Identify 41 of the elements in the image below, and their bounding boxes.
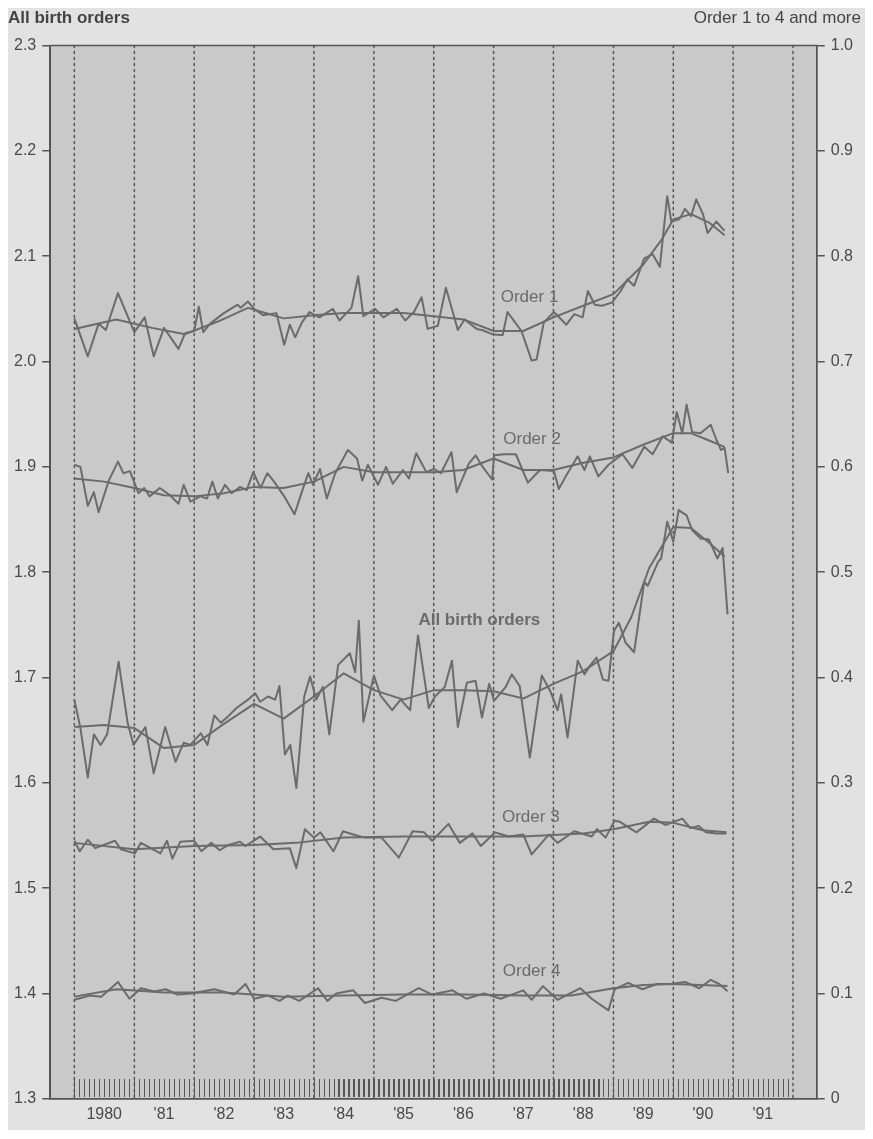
series-label: Order 3 <box>501 807 560 827</box>
x-tick-label: '87 <box>512 1104 534 1122</box>
y-tick-label: 2.2 <box>13 141 37 159</box>
x-tick-label: '88 <box>572 1104 594 1122</box>
series-label: Order 4 <box>502 961 561 981</box>
y-tick-label: 1.4 <box>13 983 37 1001</box>
y-tick-label: 1.8 <box>13 562 37 580</box>
y-tick-label: 1.9 <box>13 457 37 475</box>
y-tick-label: 2.0 <box>13 351 37 369</box>
y2-tick-label: 0.9 <box>830 141 854 159</box>
series-label: Order 1 <box>500 287 559 307</box>
y2-tick-label: 0.6 <box>830 457 854 475</box>
y2-tick-label: 0.5 <box>830 562 854 580</box>
series-label: All birth orders <box>418 610 541 630</box>
x-tick-label: '86 <box>452 1104 474 1122</box>
y-tick-label: 2.3 <box>13 36 37 54</box>
x-tick-label: '83 <box>273 1104 295 1122</box>
y-axis-title: All birth orders <box>8 8 130 29</box>
x-tick-label: '91 <box>752 1104 774 1122</box>
y2-tick-label: 0.1 <box>830 983 854 1001</box>
x-tick-label: '81 <box>153 1104 175 1122</box>
y-tick-label: 1.5 <box>13 878 37 896</box>
y-tick-label: 1.6 <box>13 773 37 791</box>
x-tick-label: '89 <box>632 1104 654 1122</box>
y2-tick-label: 0.4 <box>830 667 854 685</box>
x-tick-label: 1980 <box>86 1104 123 1122</box>
y2-tick-label: 0 <box>830 1089 840 1107</box>
series-label: Order 2 <box>503 429 561 449</box>
x-tick-label: '82 <box>213 1104 235 1122</box>
x-tick-label: '90 <box>692 1104 714 1122</box>
y-tick-label: 2.1 <box>13 246 37 264</box>
y2-tick-label: 0.3 <box>830 773 854 791</box>
x-tick-label: '84 <box>333 1104 355 1122</box>
x-tick-label: '85 <box>393 1104 415 1122</box>
y2-axis-title: Order 1 to 4 and more <box>693 8 862 29</box>
y2-tick-label: 1.0 <box>830 36 854 54</box>
y2-tick-label: 0.7 <box>830 351 854 369</box>
y2-tick-label: 0.2 <box>830 878 854 896</box>
y2-tick-label: 0.8 <box>830 246 854 264</box>
y-tick-label: 1.3 <box>13 1089 37 1107</box>
y-tick-label: 1.7 <box>13 667 37 685</box>
